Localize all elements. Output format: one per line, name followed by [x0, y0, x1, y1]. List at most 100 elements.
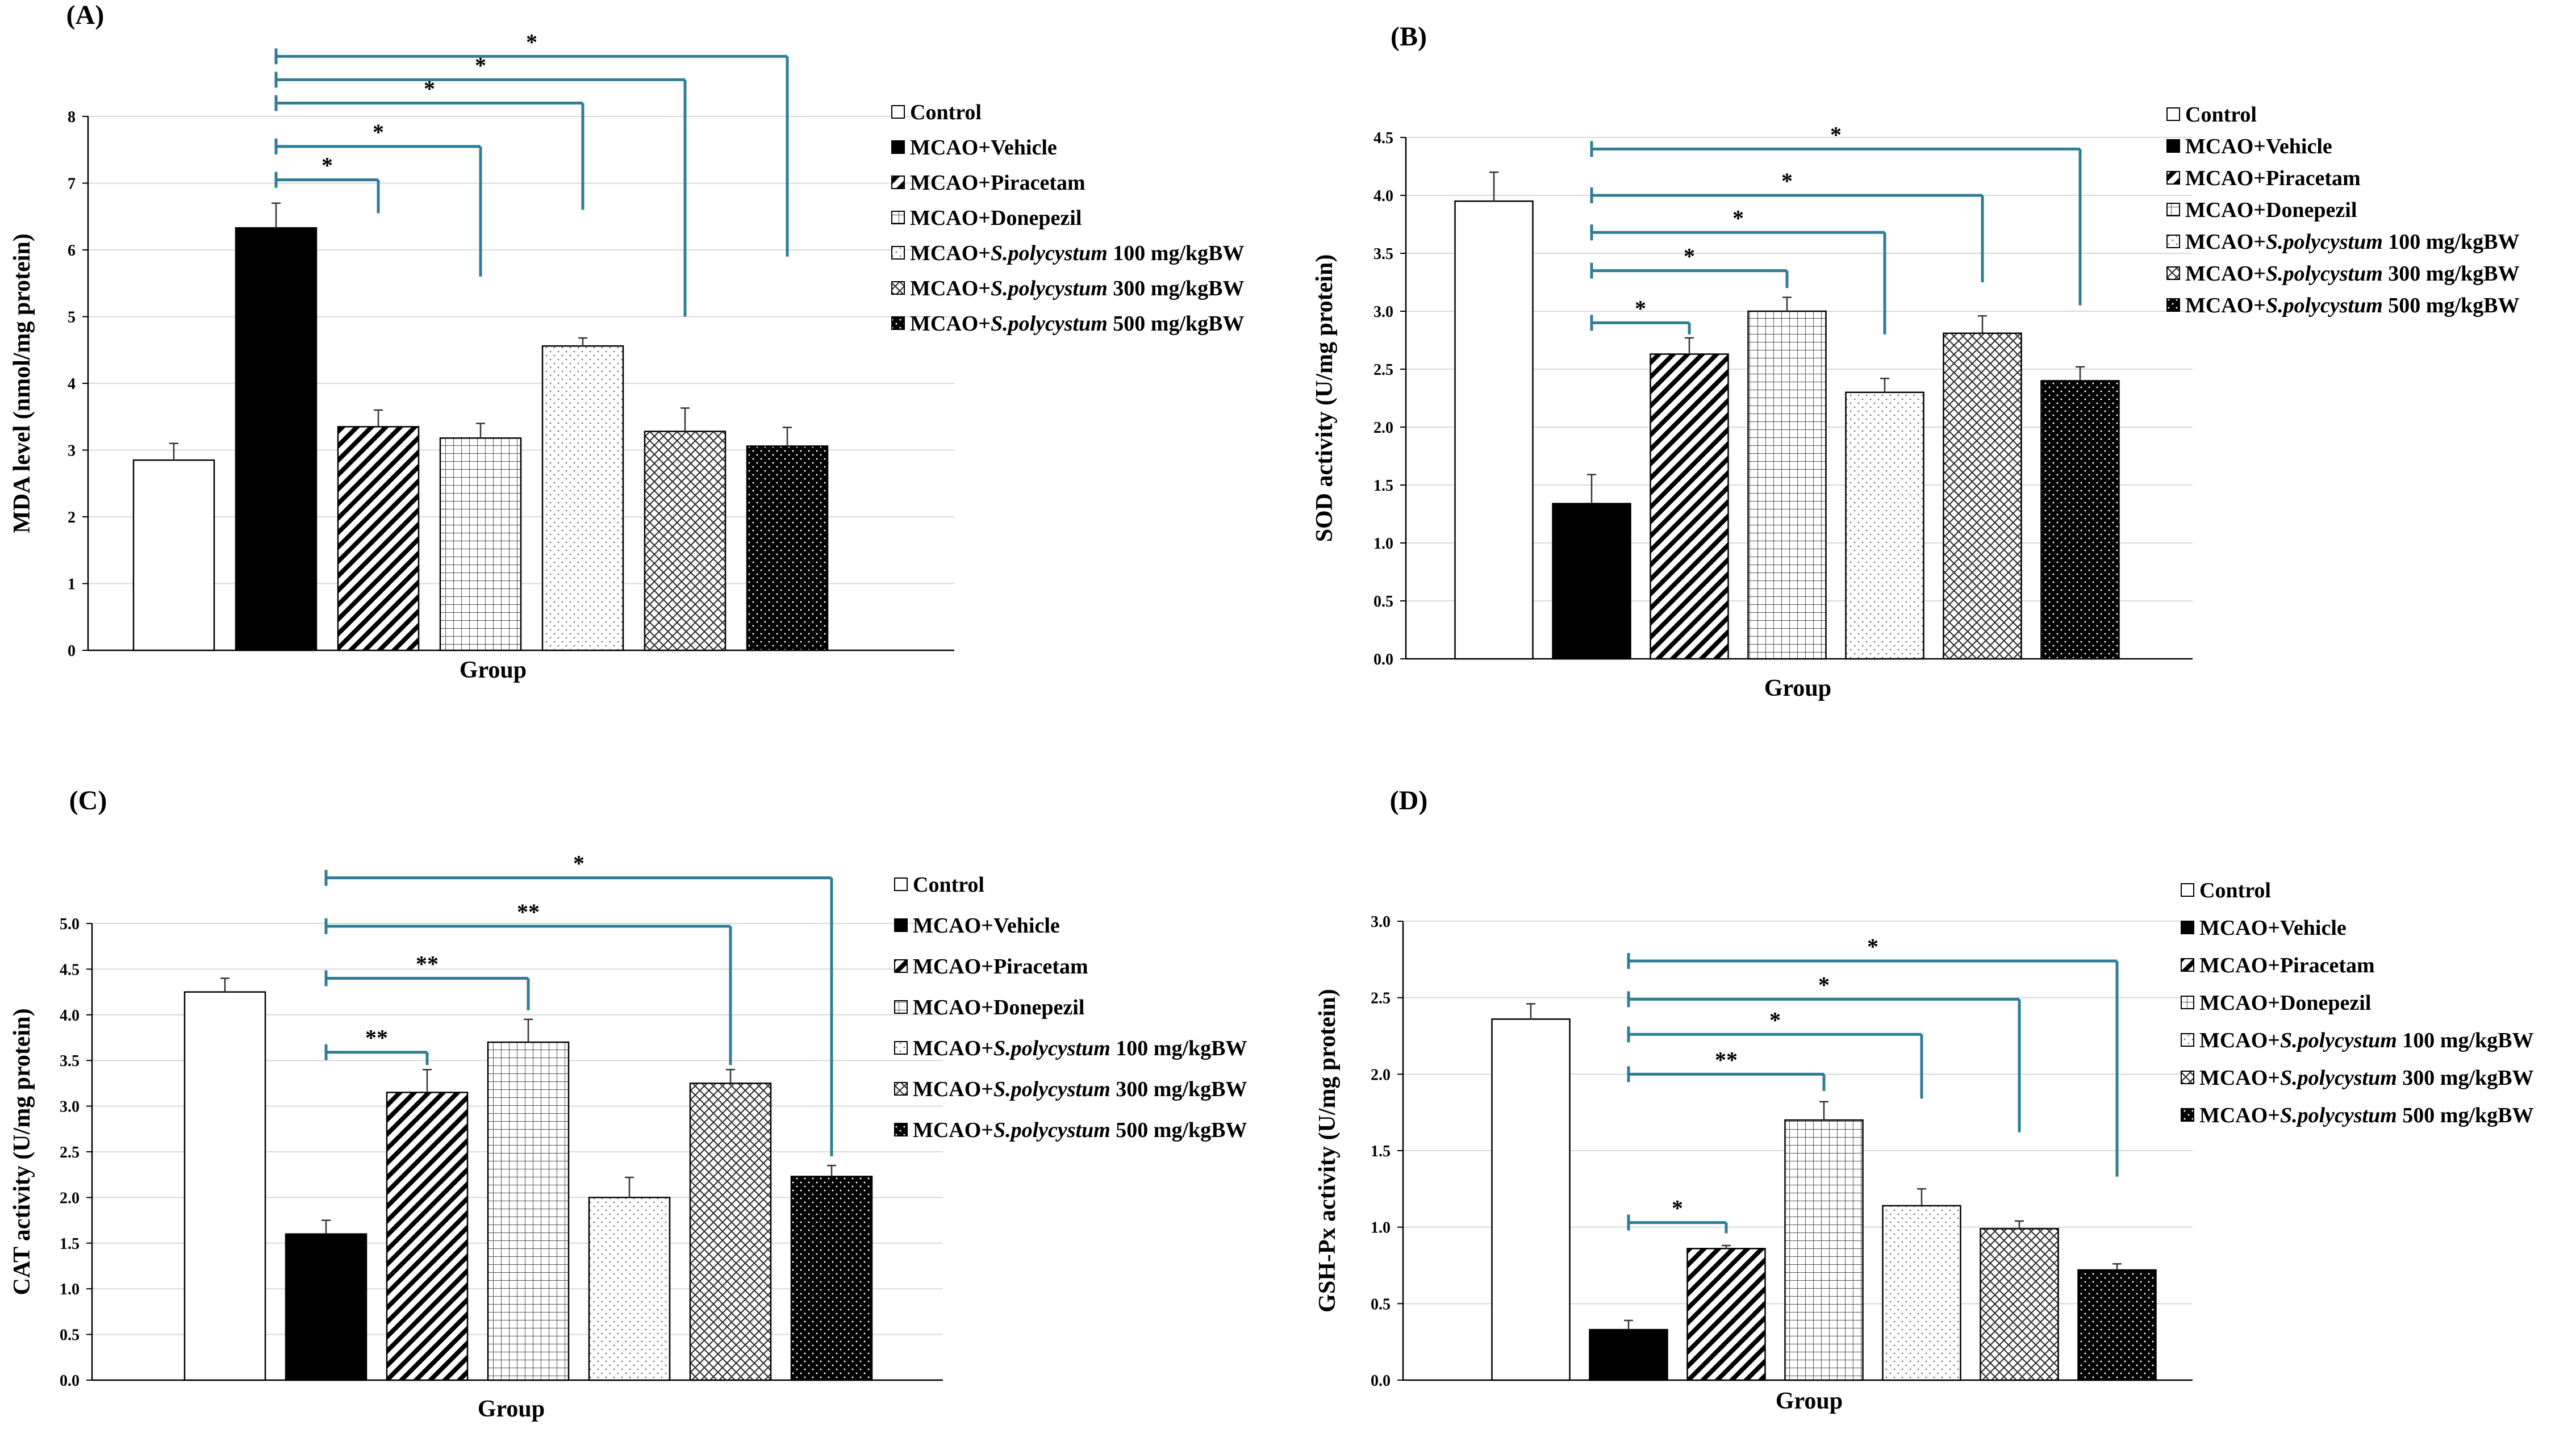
significance-bracket: *	[1590, 205, 1886, 335]
legend-swatch	[2166, 203, 2180, 216]
significance-label: *	[1635, 295, 1646, 321]
legend-swatch	[2166, 171, 2180, 185]
legend-swatch	[894, 877, 908, 891]
bar	[2040, 380, 2120, 660]
significance-label: *	[322, 153, 333, 178]
bar	[1552, 503, 1631, 660]
legend-swatch	[2181, 1108, 2194, 1122]
y-tick-label: 1.5	[1373, 477, 1393, 495]
legend-swatch	[894, 1123, 908, 1136]
x-axis-title: Group	[478, 1396, 545, 1422]
y-tick-label: 3.0	[1371, 913, 1391, 931]
legend-label: MCAO+Vehicle	[2199, 916, 2347, 940]
y-tick-label: 5.0	[60, 916, 80, 933]
significance-bracket: *	[1590, 295, 1691, 335]
legend-swatch	[2166, 139, 2180, 153]
x-axis-title: Group	[1776, 1388, 1843, 1414]
legend-swatch	[2166, 266, 2180, 280]
y-tick-label: 3.5	[60, 1052, 80, 1070]
significance-label: **	[517, 899, 540, 925]
bar	[1943, 332, 2022, 660]
legend-swatch	[894, 918, 908, 932]
bar	[588, 1197, 671, 1381]
y-tick-label: 0.5	[1373, 593, 1393, 611]
legend-label: MCAO+S.polycystum 500 mg/kgBW	[2199, 1104, 2534, 1127]
significance-bracket: **	[1627, 1047, 1826, 1091]
bar	[1882, 1205, 1961, 1381]
significance-bracket: **	[324, 951, 530, 1010]
significance-label: *	[1769, 1007, 1781, 1033]
legend-swatch	[2181, 883, 2194, 897]
bar	[541, 345, 624, 651]
legend: Control MCAO+Vehicle MCAO+Piracetam MCAO+Do…	[2181, 879, 2534, 1127]
legend-label: MCAO+S.polycystum 100 mg/kgBW	[2185, 230, 2520, 254]
legend-swatch	[2166, 107, 2180, 121]
panel-d-chart: 0.00.51.01.52.02.53.0******(D)GSH-Px act…	[1314, 785, 2534, 1414]
legend-swatch	[891, 175, 905, 189]
legend-label: MCAO+Donepezil	[2185, 198, 2357, 222]
legend-swatch	[891, 105, 905, 119]
legend-label: Control	[910, 101, 982, 124]
significance-bracket: *	[274, 76, 584, 210]
legend-label: MCAO+S.polycystum 300 mg/kgBW	[913, 1077, 1247, 1101]
y-tick-label: 8	[68, 108, 76, 126]
y-tick-label: 0.0	[1373, 651, 1393, 668]
bar	[689, 1083, 772, 1381]
panel-label: (B)	[1391, 22, 1427, 52]
significance-bracket: *	[1590, 122, 2082, 306]
legend-label: MCAO+Vehicle	[910, 136, 1057, 160]
panel-c-chart: 0.00.51.01.52.02.53.03.54.04.55.0*******…	[9, 785, 1247, 1422]
y-tick-label: 2.5	[1371, 990, 1391, 1008]
significance-bracket: *	[1627, 1007, 1923, 1099]
bar	[132, 459, 215, 651]
bar	[746, 445, 829, 651]
y-tick-label: 0.5	[60, 1327, 80, 1344]
y-tick-label: 0.0	[1371, 1372, 1391, 1390]
significance-bracket: *	[1627, 1196, 1728, 1234]
significance-bracket: *	[274, 52, 687, 317]
y-tick-label: 3.0	[60, 1098, 80, 1116]
significance-bracket: *	[274, 29, 789, 257]
bar	[337, 426, 420, 651]
y-tick-label: 2.5	[60, 1144, 80, 1161]
y-tick-label: 5	[68, 309, 76, 327]
legend-label: Control	[2185, 103, 2257, 127]
y-axis-title: MDA level (nmol/mg protein)	[9, 233, 35, 533]
x-axis-title: Group	[1764, 675, 1831, 701]
legend-swatch	[2181, 1071, 2194, 1084]
x-axis-title: Group	[460, 657, 527, 683]
legend-label: MCAO+S.polycystum 300 mg/kgBW	[2185, 262, 2520, 286]
significance-label: *	[1684, 244, 1695, 269]
significance-label: **	[416, 951, 439, 976]
y-tick-label: 0.5	[1371, 1295, 1391, 1313]
legend-label: MCAO+Piracetam	[913, 955, 1088, 979]
significance-bracket: *	[1590, 168, 1984, 282]
legend-label: MCAO+S.polycystum 100 mg/kgBW	[910, 241, 1245, 265]
y-tick-label: 1	[68, 576, 76, 594]
legend-swatch	[891, 140, 905, 154]
bar	[1454, 200, 1534, 660]
y-tick-label: 4.5	[60, 961, 80, 979]
significance-label: **	[365, 1025, 388, 1051]
legend-label: Control	[913, 873, 984, 897]
significance-label: *	[1867, 934, 1878, 959]
significance-label: *	[373, 119, 384, 145]
bar	[790, 1176, 873, 1381]
y-tick-label: 3.0	[1373, 303, 1393, 321]
legend-swatch	[2166, 235, 2180, 248]
y-tick-label: 2.5	[1373, 361, 1393, 379]
significance-bracket: **	[324, 1025, 429, 1065]
significance-label: *	[1781, 168, 1793, 194]
bar	[235, 227, 318, 651]
legend-swatch	[2166, 298, 2180, 312]
legend-swatch	[894, 1000, 908, 1014]
legend-label: MCAO+S.polycystum 500 mg/kgBW	[2185, 294, 2520, 317]
legend-label: MCAO+Vehicle	[2185, 135, 2332, 158]
significance-label: *	[1818, 972, 1830, 997]
panel-label: (C)	[69, 785, 107, 816]
bar	[1650, 353, 1729, 660]
y-axis-title: SOD activity (U/mg protein)	[1312, 254, 1338, 542]
legend-label: MCAO+Vehicle	[913, 914, 1060, 938]
legend-swatch	[894, 959, 908, 973]
